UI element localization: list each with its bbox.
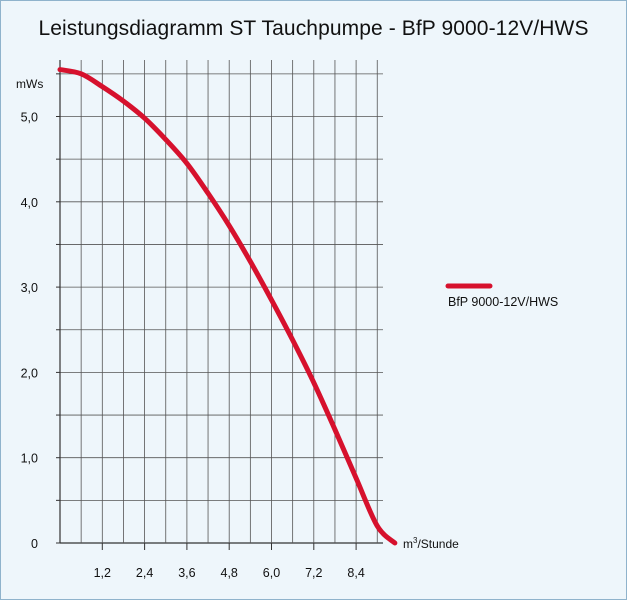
x-tick-label: 4,8 [221, 566, 238, 580]
x-tick-label: 7,2 [305, 566, 322, 580]
chart-title: Leistungsdiagramm ST Tauchpumpe - BfP 90… [38, 17, 589, 40]
y-tick-label: 4,0 [21, 196, 38, 210]
legend: BfP 9000-12V/HWS [445, 283, 558, 309]
x-tick-label: 6,0 [263, 566, 280, 580]
x-tick-label: 2,4 [136, 566, 153, 580]
x-tick-label: 1,2 [94, 566, 111, 580]
y-tick-labels: 0 1,0 2,0 3,0 4,0 5,0 [21, 111, 38, 552]
y-tick-label: 0 [31, 537, 38, 551]
x-tick-label: 8,4 [347, 566, 364, 580]
series-line [57, 67, 398, 546]
x-tick-label: 3,6 [178, 566, 195, 580]
grid [56, 60, 383, 550]
x-axis-label: m3/Stunde [403, 536, 459, 551]
y-tick-label: 2,0 [21, 366, 38, 380]
legend-label: BfP 9000-12V/HWS [448, 295, 558, 309]
series-layer [57, 67, 398, 546]
x-tick-labels: 1,2 2,4 3,6 4,8 6,0 7,2 8,4 [94, 566, 365, 580]
y-tick-label: 1,0 [21, 452, 38, 466]
y-tick-label: 5,0 [21, 111, 38, 125]
y-axis-label: mWs [16, 77, 43, 91]
y-tick-label: 3,0 [21, 281, 38, 295]
